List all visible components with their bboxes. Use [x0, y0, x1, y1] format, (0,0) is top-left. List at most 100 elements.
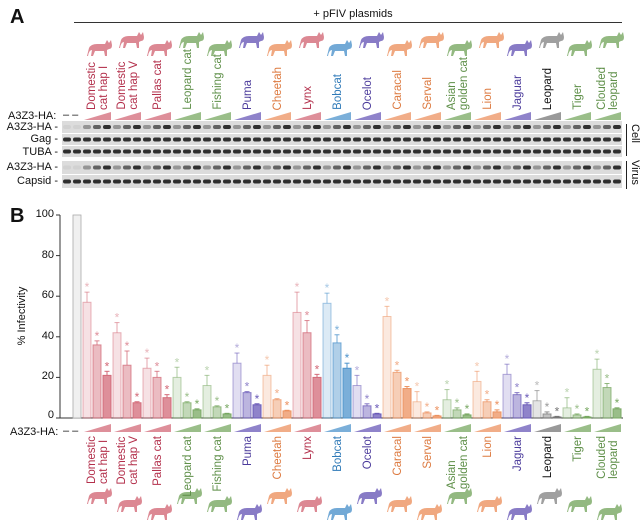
blot-band — [433, 179, 441, 184]
blot-band — [603, 149, 611, 154]
blot-band — [593, 179, 601, 184]
cat-silhouette-top — [387, 40, 412, 56]
blot-band — [393, 137, 401, 142]
blot-band — [153, 165, 161, 170]
blot-band — [513, 179, 521, 184]
panel-a-label: A — [10, 6, 25, 28]
cat-silhouette-icon — [239, 32, 264, 48]
bar — [102, 374, 112, 419]
blot-band — [293, 179, 301, 184]
significance-star: * — [165, 383, 170, 397]
cat-silhouette-top — [567, 40, 592, 56]
blot-band — [323, 165, 331, 170]
blot-band — [543, 179, 551, 184]
blot-band — [283, 165, 291, 170]
bar — [352, 385, 362, 419]
blot-band — [343, 179, 351, 184]
significance-star: * — [95, 329, 100, 343]
blot-band — [163, 137, 171, 142]
cat-silhouette-icon — [327, 40, 352, 56]
cat-silhouette-top — [359, 32, 384, 48]
dose-wedge-a — [324, 112, 351, 120]
pfiv-header: + pFIV plasmids — [313, 8, 393, 20]
cat-silhouette-bottom — [597, 504, 622, 520]
blot-band — [173, 137, 181, 142]
blot-band — [333, 165, 341, 170]
cat-silhouette-icon — [507, 40, 532, 56]
significance-star: * — [335, 323, 340, 337]
species-label-top: Jaguar — [512, 74, 524, 110]
blot-band — [593, 165, 601, 170]
cat-silhouette-bottom — [537, 488, 562, 504]
blot-band — [463, 179, 471, 184]
blot-band — [233, 137, 241, 142]
blot-band — [123, 149, 131, 154]
bar — [612, 408, 622, 419]
cat-silhouette-icon — [477, 496, 502, 512]
blot-band — [363, 125, 371, 129]
blot-band — [393, 179, 401, 184]
blot-band — [143, 179, 151, 184]
blot-band — [513, 149, 521, 154]
blot-band — [573, 125, 581, 129]
cat-silhouette-bottom — [477, 496, 502, 512]
species-label-top: Lion — [482, 88, 494, 110]
species-label-top: Puma — [242, 79, 254, 110]
cell-bracket — [626, 124, 627, 156]
bar — [132, 402, 142, 419]
bar — [592, 368, 602, 419]
cat-silhouette-bottom — [297, 496, 322, 512]
blot-band — [263, 165, 271, 170]
cat-silhouette-icon — [539, 32, 564, 48]
dose-wedge-b — [534, 424, 561, 432]
blot-band — [403, 179, 411, 184]
blot-band — [263, 125, 271, 129]
cat-silhouette-icon — [599, 32, 624, 48]
bar — [562, 407, 572, 419]
blot-band — [183, 179, 191, 184]
species-label-bottom: Pallas cat — [152, 436, 164, 486]
dose-wedge-b — [324, 424, 351, 432]
blot-band — [423, 125, 431, 129]
species-label-top: Cheetah — [272, 66, 284, 110]
blot-band — [153, 179, 161, 184]
blot-band — [553, 179, 561, 184]
significance-star: * — [435, 403, 440, 417]
species-label-bottom: Caracal — [392, 436, 404, 476]
cat-silhouette-icon — [479, 32, 504, 48]
blot-band — [303, 137, 311, 142]
blot-band — [183, 149, 191, 154]
significance-star: * — [265, 353, 270, 367]
blot-band — [93, 179, 101, 184]
blot-band — [473, 137, 481, 142]
cat-silhouette-icon — [419, 32, 444, 48]
cat-silhouette-top — [419, 32, 444, 48]
blot-band — [493, 165, 501, 170]
cat-silhouette-top — [239, 32, 264, 48]
blot-band — [143, 149, 151, 154]
cat-silhouette-top — [87, 40, 112, 56]
dose-wedge-b — [204, 424, 231, 432]
y-tick-label: 60 — [41, 289, 54, 302]
cat-silhouette-icon — [327, 504, 352, 520]
cat-silhouette-icon — [237, 504, 262, 520]
blot-band — [193, 165, 201, 170]
dose-wedge-b — [264, 424, 291, 432]
cat-silhouette-top — [447, 40, 472, 56]
blot-band — [493, 125, 501, 129]
blot-band — [453, 125, 461, 129]
bar — [212, 406, 222, 419]
significance-star: * — [115, 311, 120, 325]
blot-band — [183, 125, 191, 129]
bar — [322, 302, 332, 419]
blot-band — [383, 149, 391, 154]
blot-band — [583, 137, 591, 142]
blot-band — [473, 125, 481, 129]
cat-silhouette-top — [207, 40, 232, 56]
control-marks-b: – – — [63, 425, 79, 437]
dose-wedge-b — [144, 424, 171, 432]
blot-band — [333, 125, 341, 129]
dose-wedge-b — [594, 424, 621, 432]
blot-band — [203, 149, 211, 154]
blot-band — [603, 179, 611, 184]
